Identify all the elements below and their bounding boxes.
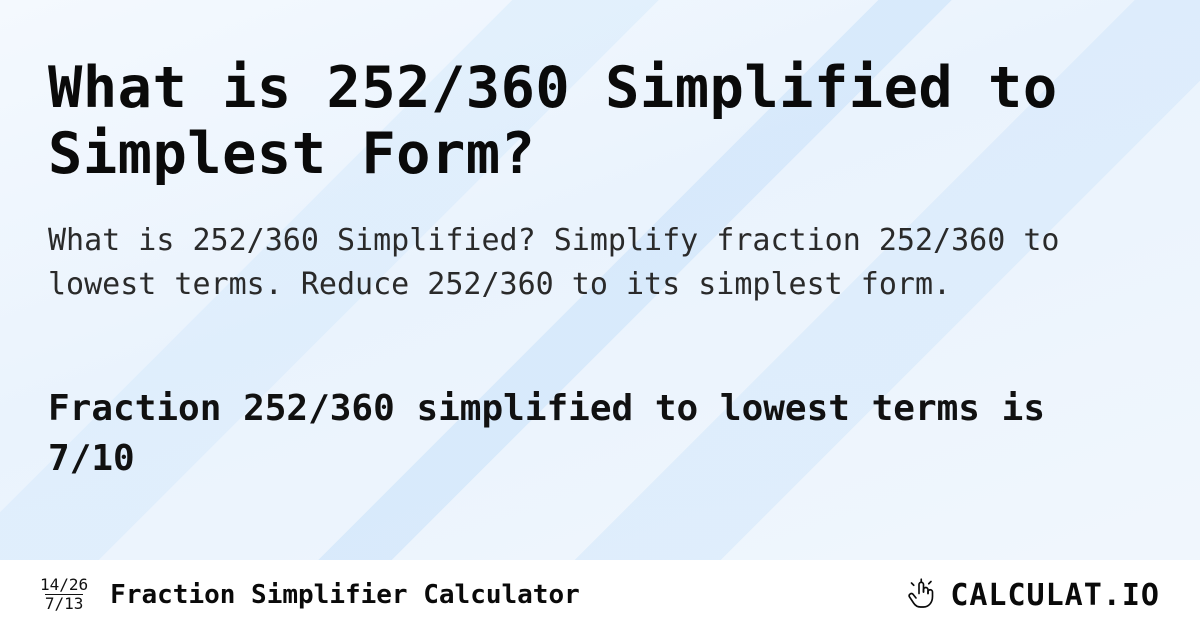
hand-tap-icon	[904, 577, 940, 613]
brand-logo: CALCULAT.IO	[904, 577, 1160, 613]
fraction-icon-top: 14/26	[40, 577, 88, 594]
footer-bar: 14/26 7/13 Fraction Simplifier Calculato…	[0, 560, 1200, 630]
page-answer: Fraction 252/360 simplified to lowest te…	[48, 384, 1152, 485]
brand-text: CALCULAT.IO	[950, 578, 1160, 613]
main-content: What is 252/360 Simplified to Simplest F…	[0, 0, 1200, 630]
footer-title: Fraction Simplifier Calculator	[110, 580, 580, 610]
page-title: What is 252/360 Simplified to Simplest F…	[48, 56, 1152, 187]
fraction-icon-bottom: 7/13	[45, 594, 84, 613]
page-description: What is 252/360 Simplified? Simplify fra…	[48, 219, 1152, 306]
fraction-icon: 14/26 7/13	[40, 577, 88, 613]
